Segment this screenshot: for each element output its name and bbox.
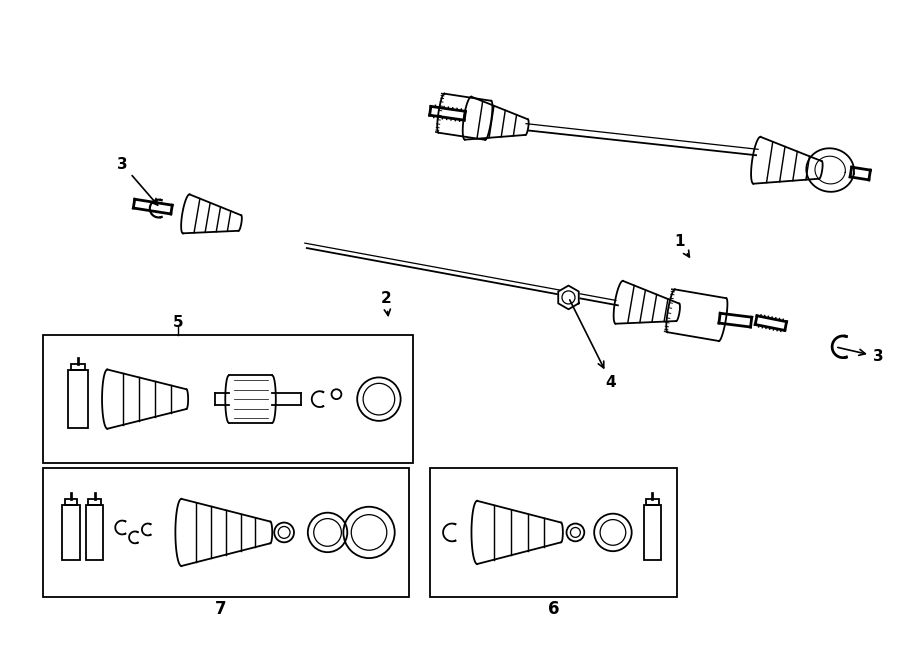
Text: 3: 3 xyxy=(117,157,158,205)
Polygon shape xyxy=(558,285,579,309)
Bar xyxy=(68,371,87,428)
Text: 2: 2 xyxy=(381,291,392,316)
Bar xyxy=(86,505,104,559)
Bar xyxy=(430,468,677,596)
Bar xyxy=(71,363,85,371)
Text: 4: 4 xyxy=(570,300,617,390)
Bar xyxy=(644,505,662,559)
Bar xyxy=(646,498,659,505)
Text: 3: 3 xyxy=(838,348,883,364)
Bar xyxy=(43,335,413,463)
Bar xyxy=(43,468,409,596)
Text: 5: 5 xyxy=(173,314,184,330)
Bar xyxy=(88,498,101,505)
Text: 6: 6 xyxy=(548,600,560,618)
Bar xyxy=(65,498,77,505)
Text: 1: 1 xyxy=(674,234,689,257)
Bar xyxy=(62,505,80,559)
Text: 7: 7 xyxy=(215,600,227,618)
